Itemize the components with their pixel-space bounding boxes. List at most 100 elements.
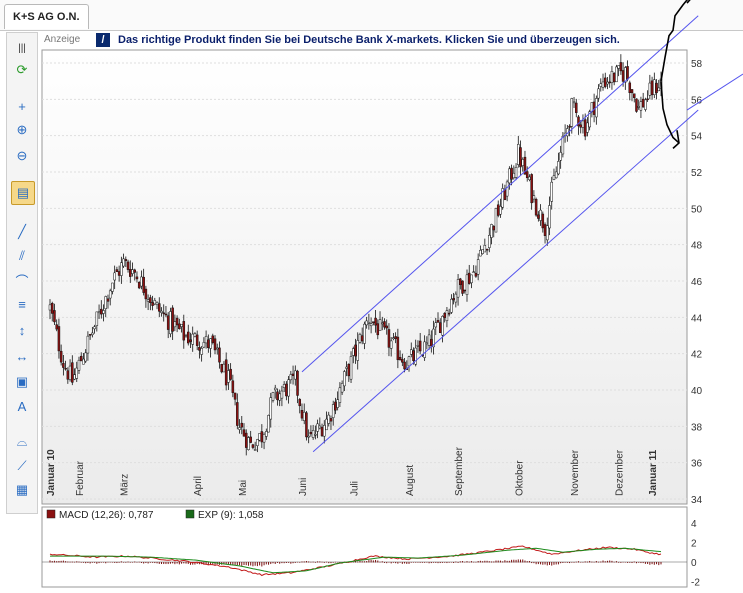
macd-histogram-bar <box>361 561 363 563</box>
macd-histogram-bar <box>214 562 216 565</box>
horizontal-line-icon[interactable]: ↔ <box>15 348 29 364</box>
refresh-icon[interactable]: ⟳ <box>16 62 28 77</box>
macd-histogram-bar <box>103 562 105 563</box>
candle <box>436 312 440 323</box>
candle <box>53 303 56 325</box>
candle <box>137 281 141 290</box>
macd-histogram-bar <box>415 562 417 563</box>
macd-histogram-bar <box>163 562 165 565</box>
macd-histogram-bar <box>53 560 55 563</box>
candle <box>568 124 571 137</box>
candle <box>209 338 212 358</box>
macd-histogram-bar <box>352 561 354 563</box>
ad-text[interactable]: Das richtige Produkt finden Sie bei Deut… <box>118 34 620 46</box>
macd-histogram-bar <box>136 562 138 563</box>
candle <box>175 315 179 333</box>
macd-histogram-bar <box>297 561 299 563</box>
macd-histogram-bar <box>586 561 588 563</box>
candle <box>481 249 484 255</box>
ad-banner[interactable]: Anzeige / Das richtige Produkt finden Si… <box>42 32 742 49</box>
macd-histogram-bar <box>544 562 546 565</box>
candle <box>385 319 388 335</box>
candle <box>488 227 491 253</box>
deutsche-bank-logo-icon[interactable]: / <box>96 33 110 47</box>
macd-histogram-bar <box>243 562 245 565</box>
macd-histogram-bar <box>660 562 662 565</box>
vertical-line-icon[interactable]: ↕ <box>18 322 26 338</box>
candle <box>160 307 163 317</box>
arc-icon[interactable]: ⌓ <box>16 434 28 449</box>
macd-histogram-bar <box>203 562 205 565</box>
candle <box>403 358 406 373</box>
macd-histogram-bar <box>259 562 261 566</box>
macd-histogram-bar <box>366 561 368 563</box>
drawing-toolbar: ||| ⟳ + ⊕ ⊖ ▤ ╱ ⫽ ⌒ ≡ ↕ ↔ ▣ A ⌓ ⟋ ▦ <box>6 32 38 514</box>
text-icon[interactable]: A <box>17 398 27 414</box>
macd-histogram-bar <box>143 562 145 564</box>
candle <box>387 323 391 357</box>
rectangle-icon[interactable]: ▣ <box>15 374 29 389</box>
candle <box>534 197 538 217</box>
macd-histogram-bar <box>642 562 644 564</box>
macd-histogram-bar <box>468 561 470 563</box>
tab-instrument[interactable]: K+S AG O.N. <box>4 4 89 29</box>
x-tick-label: Januar 10 <box>46 449 57 496</box>
macd-histogram-bar <box>562 562 564 563</box>
channel-lower-extension <box>686 73 743 111</box>
channel-upper-line[interactable] <box>301 15 699 373</box>
macd-histogram-bar <box>185 562 187 564</box>
fibonacci-levels-icon[interactable]: ≡ <box>18 296 26 312</box>
channel-icon[interactable]: ⫽ <box>19 248 25 263</box>
macd-histogram-bar <box>138 561 140 563</box>
crosshair-icon[interactable]: + <box>18 98 26 114</box>
macd-histogram-bar <box>582 562 584 563</box>
candle <box>135 271 139 283</box>
macd-histogram-bar <box>118 562 120 563</box>
x-tick-label: August <box>405 465 416 496</box>
chart-select-icon[interactable]: ▤ <box>11 181 35 205</box>
zoom-in-icon[interactable]: ⊕ <box>16 122 28 137</box>
macd-histogram-bar <box>357 561 359 563</box>
candle <box>91 326 94 338</box>
macd-histogram-bar <box>212 562 214 565</box>
tab-bar: K+S AG O.N. <box>0 0 743 31</box>
macd-histogram-bar <box>339 562 341 563</box>
macd-histogram-bar <box>624 562 626 563</box>
macd-histogram-bar <box>495 560 497 563</box>
candle <box>499 198 502 218</box>
macd-histogram-bar <box>350 562 352 563</box>
macd-histogram-bar <box>76 561 78 563</box>
macd-histogram-bar <box>484 560 486 563</box>
fibonacci-arc-icon[interactable]: ⌒ <box>15 273 29 289</box>
macd-y-tick-label: -2 <box>691 578 700 589</box>
ray-icon[interactable]: ⟋ <box>17 458 27 473</box>
macd-histogram-bar <box>522 559 524 563</box>
macd-histogram-bar <box>435 562 437 563</box>
candle <box>271 391 275 403</box>
candle <box>657 79 661 92</box>
candle <box>187 324 190 346</box>
macd-histogram-bar <box>109 561 111 563</box>
macd-panel[interactable] <box>41 506 688 588</box>
grid-icon[interactable]: ▦ <box>15 482 29 497</box>
channel-lower-line[interactable] <box>312 109 699 453</box>
candle <box>389 337 393 357</box>
candle <box>632 93 636 103</box>
macd-histogram-bar <box>470 561 472 563</box>
candle <box>59 344 63 366</box>
y-tick-label: 56 <box>691 95 703 106</box>
zoom-out-icon[interactable]: ⊖ <box>16 148 28 163</box>
candle <box>133 268 136 281</box>
trendline-icon[interactable]: ╱ <box>18 224 26 239</box>
macd-histogram-bar <box>508 560 510 563</box>
macd-histogram-bar <box>62 560 64 563</box>
candle <box>287 376 290 404</box>
candle <box>200 346 203 362</box>
candle <box>111 282 114 295</box>
macd-histogram-bar <box>176 562 178 564</box>
candle <box>106 294 110 309</box>
column-layout-icon[interactable]: ||| <box>18 42 26 54</box>
candle <box>220 363 223 374</box>
macd-histogram-bar <box>98 562 100 564</box>
